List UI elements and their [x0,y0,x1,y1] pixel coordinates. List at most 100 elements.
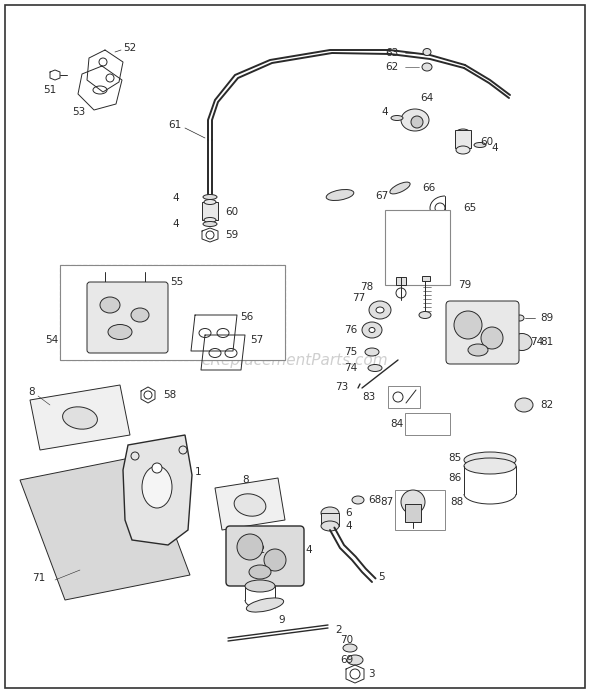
Ellipse shape [131,308,149,322]
Text: 4: 4 [491,143,497,153]
Ellipse shape [63,407,97,429]
Text: 54: 54 [45,335,58,345]
Ellipse shape [100,297,120,313]
Ellipse shape [369,301,391,319]
Ellipse shape [515,398,533,412]
Ellipse shape [456,129,470,137]
Circle shape [264,549,286,571]
Bar [395,490,445,530]
FancyBboxPatch shape [87,282,168,353]
Text: 4: 4 [172,193,179,203]
Ellipse shape [391,116,403,121]
Text: 67: 67 [375,191,388,201]
Text: 51: 51 [43,85,56,95]
Bar [321,513,339,526]
Ellipse shape [464,458,516,474]
Text: 8: 8 [28,387,35,397]
Ellipse shape [362,322,382,338]
Text: 73: 73 [335,382,348,392]
Bar [405,504,421,522]
Ellipse shape [204,200,216,204]
Ellipse shape [368,365,382,371]
Ellipse shape [347,655,363,665]
Text: 2: 2 [335,625,342,635]
Ellipse shape [468,344,488,356]
Bar [405,413,450,435]
Text: 58: 58 [163,390,176,400]
Text: 74: 74 [530,337,543,347]
Ellipse shape [401,109,429,131]
Text: 75: 75 [344,347,358,357]
Bar [396,277,406,285]
Text: 80: 80 [458,310,471,320]
Ellipse shape [516,315,524,321]
Polygon shape [215,478,285,530]
Text: 74: 74 [344,363,358,373]
Text: 66: 66 [422,183,435,193]
Text: 9: 9 [278,615,284,625]
Circle shape [401,490,425,514]
Text: 77: 77 [352,293,365,303]
Text: 4: 4 [305,545,312,555]
Text: 57: 57 [250,335,263,345]
Ellipse shape [369,328,375,333]
Ellipse shape [376,307,384,313]
Text: 85: 85 [448,453,461,463]
Ellipse shape [249,565,271,579]
Text: 79: 79 [458,280,471,290]
Text: 83: 83 [362,392,375,402]
Text: 8: 8 [242,475,248,485]
Text: 64: 64 [420,93,433,103]
Text: eReplacementParts.com: eReplacementParts.com [202,353,388,367]
Bar [422,276,430,281]
Ellipse shape [326,189,354,200]
Ellipse shape [390,182,410,194]
Circle shape [152,463,162,473]
Text: 65: 65 [463,203,476,213]
Text: 82: 82 [540,400,553,410]
Text: 6: 6 [345,508,352,518]
Text: 3: 3 [368,669,375,679]
Text: 81: 81 [540,337,553,347]
Ellipse shape [203,195,217,200]
Circle shape [454,311,482,339]
Text: 71: 71 [32,573,45,583]
Ellipse shape [464,452,516,468]
Text: 53: 53 [72,107,85,117]
Text: 63: 63 [385,48,398,58]
Text: 62: 62 [385,62,398,72]
Ellipse shape [321,507,339,519]
Text: 1: 1 [195,467,202,477]
Text: 68: 68 [368,495,381,505]
Ellipse shape [204,218,216,222]
Text: 4: 4 [381,107,388,117]
Text: 60: 60 [480,137,493,147]
Text: 56: 56 [240,312,253,322]
Text: 70: 70 [340,635,353,645]
Text: 72: 72 [252,545,266,555]
Ellipse shape [203,222,217,227]
Ellipse shape [247,598,284,612]
Text: 4: 4 [172,219,179,229]
Text: 4: 4 [345,521,352,531]
Ellipse shape [234,494,266,516]
Bar [388,386,420,408]
Circle shape [481,327,503,349]
Text: 86: 86 [448,473,461,483]
Text: 59: 59 [225,230,238,240]
Text: 87: 87 [380,497,394,507]
Polygon shape [30,385,130,450]
Ellipse shape [456,146,470,154]
Text: 61: 61 [168,120,181,130]
Circle shape [411,116,423,128]
Text: 52: 52 [123,43,136,53]
Bar [202,202,218,220]
Bar [60,265,285,360]
Bar [455,130,471,148]
Ellipse shape [419,311,431,319]
Ellipse shape [365,348,379,356]
Circle shape [237,534,263,560]
Text: 60: 60 [225,207,238,217]
Ellipse shape [422,63,432,71]
Text: 84: 84 [390,419,403,429]
